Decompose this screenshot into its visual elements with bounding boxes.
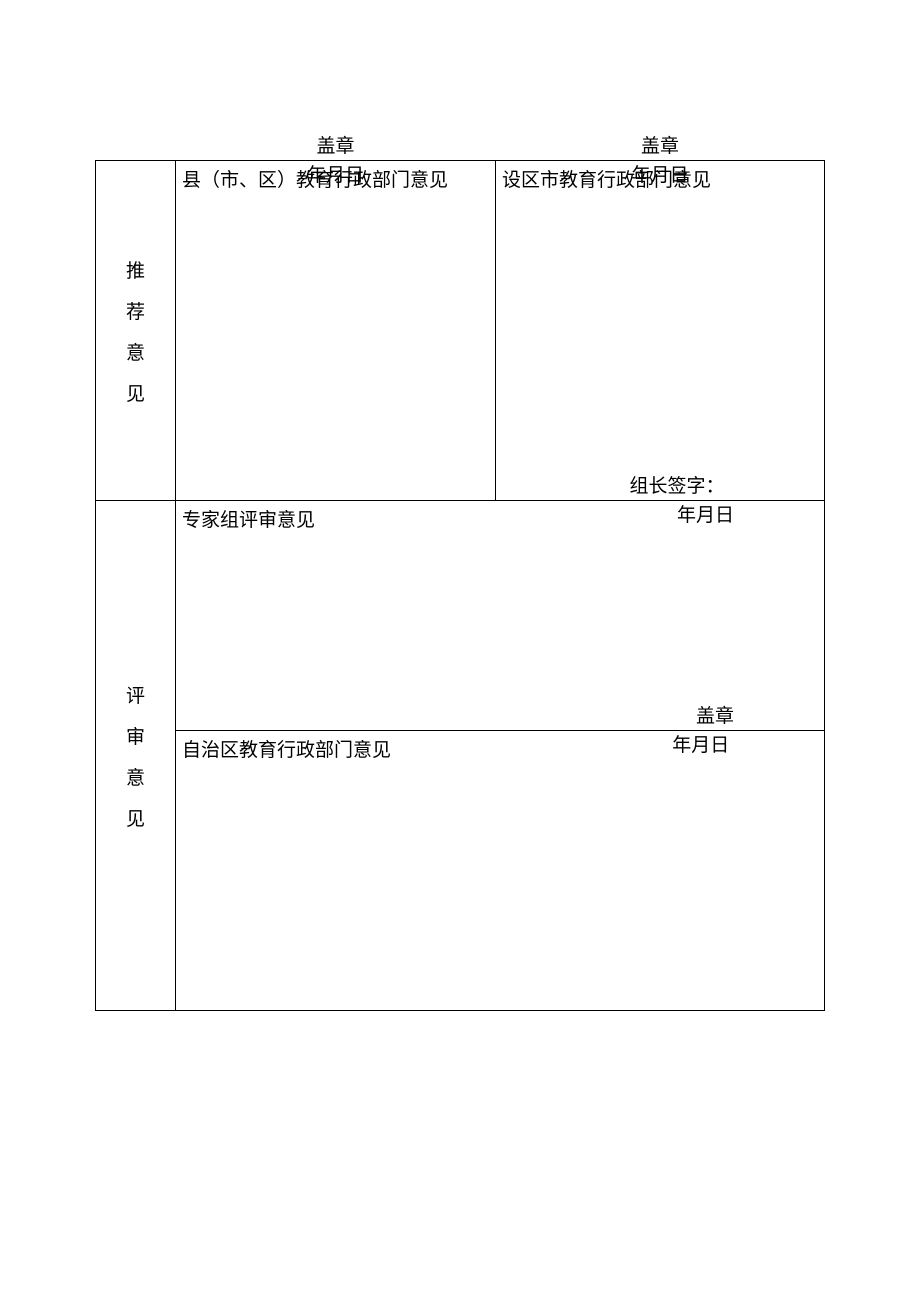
city-signoff: 盖章 年月日	[631, 133, 688, 190]
recommend-label: 推 荐 意 见	[96, 256, 175, 406]
label-char: 评	[126, 681, 145, 708]
table-row: 推 荐 意 见 县（市、区）教育行政部门意见 盖章 年月日 设区市教育行政部门意…	[96, 161, 825, 501]
review-label-cell: 评 审 意 见	[96, 501, 176, 1011]
county-opinion-cell: 县（市、区）教育行政部门意见 盖章 年月日	[176, 161, 496, 501]
approval-form-table: 推 荐 意 见 县（市、区）教育行政部门意见 盖章 年月日 设区市教育行政部门意…	[95, 160, 825, 1011]
date-text: 年月日	[307, 162, 364, 191]
county-signoff: 盖章 年月日	[307, 133, 364, 190]
label-char: 意	[126, 763, 145, 790]
stamp-text: 盖章	[631, 133, 688, 162]
label-char: 审	[126, 722, 145, 749]
date-text: 年月日	[667, 732, 734, 761]
stamp-text: 盖章	[667, 703, 734, 732]
city-opinion-cell: 设区市教育行政部门意见 盖章 年月日	[496, 161, 825, 501]
label-char: 见	[126, 379, 145, 406]
label-char: 推	[126, 256, 145, 283]
review-label: 评 审 意 见	[96, 681, 175, 831]
date-text: 年月日	[629, 502, 734, 531]
autonomous-opinion-cell: 自治区教育行政部门意见 盖章 年月日	[176, 731, 825, 1011]
label-char: 荐	[126, 297, 145, 324]
table-row: 评 审 意 见 专家组评审意见 组长签字： 年月日	[96, 501, 825, 731]
leader-sign-text: 组长签字：	[629, 473, 734, 502]
stamp-text: 盖章	[307, 133, 364, 162]
table-row: 自治区教育行政部门意见 盖章 年月日	[96, 731, 825, 1011]
label-char: 意	[126, 338, 145, 365]
autonomous-signoff: 盖章 年月日	[667, 703, 734, 760]
expert-opinion-cell: 专家组评审意见 组长签字： 年月日	[176, 501, 825, 731]
expert-signoff: 组长签字： 年月日	[629, 473, 734, 530]
recommend-label-cell: 推 荐 意 见	[96, 161, 176, 501]
date-text: 年月日	[631, 162, 688, 191]
label-char: 见	[126, 804, 145, 831]
